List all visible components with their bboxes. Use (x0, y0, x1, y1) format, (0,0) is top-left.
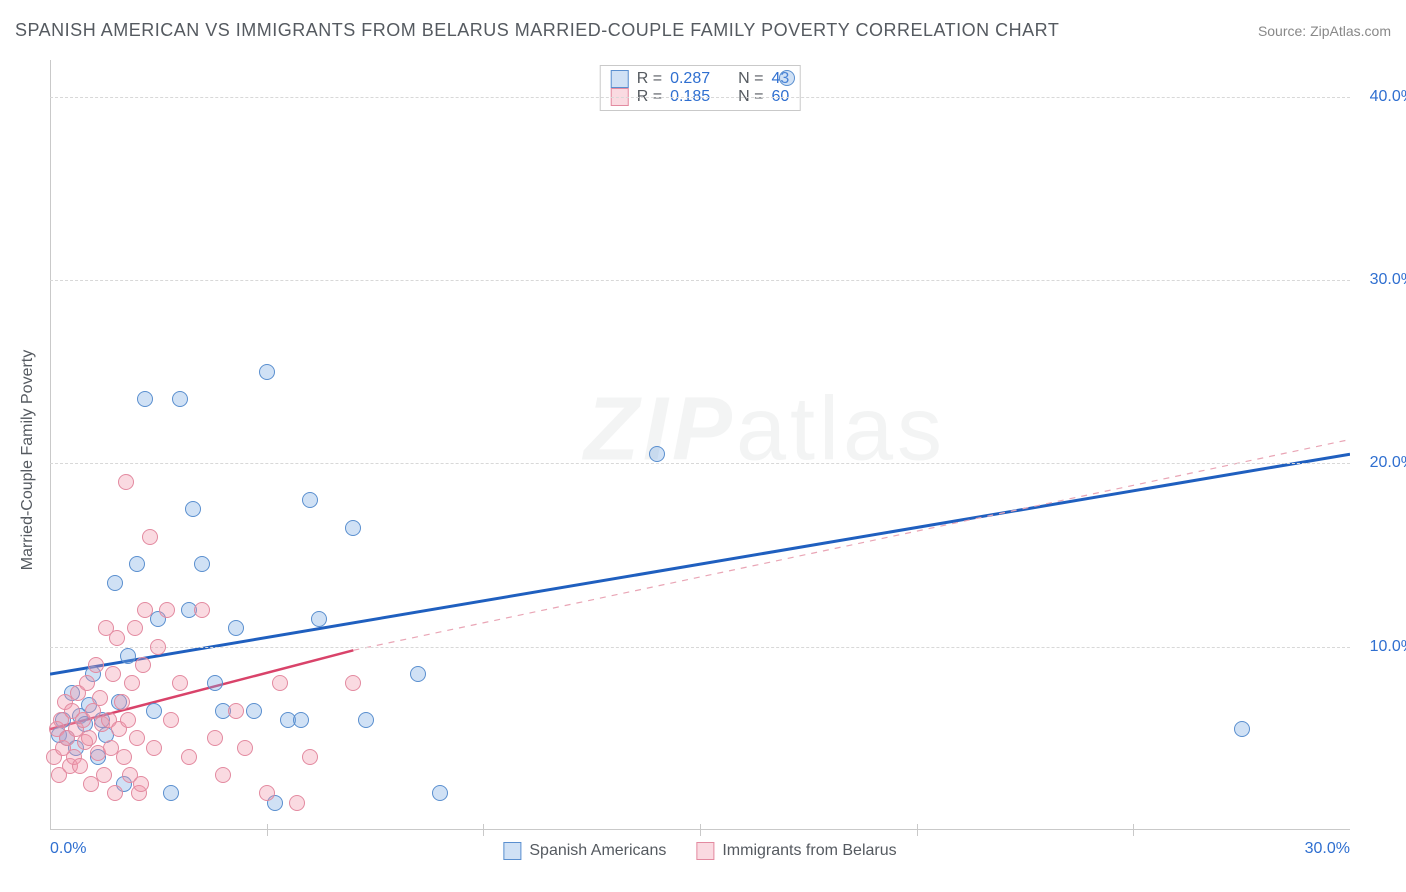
stats-legend: R =0.287N =43R =0.185N =60 (600, 65, 801, 111)
data-point (302, 492, 318, 508)
data-point (185, 501, 201, 517)
grid-line (50, 463, 1350, 464)
data-point (432, 785, 448, 801)
plot-area: ZIPatlas R =0.287N =43R =0.185N =60 Span… (50, 60, 1350, 830)
data-point (207, 675, 223, 691)
data-point (1234, 721, 1250, 737)
data-point (311, 611, 327, 627)
data-point (118, 474, 134, 490)
stats-legend-row: R =0.287N =43 (611, 70, 790, 88)
data-point (237, 740, 253, 756)
data-point (129, 730, 145, 746)
data-point (207, 730, 223, 746)
stat-n-label: N = (738, 70, 763, 88)
x-tick-label: 0.0% (50, 840, 86, 858)
data-point (649, 446, 665, 462)
data-point (215, 767, 231, 783)
legend-item: Immigrants from Belarus (696, 842, 896, 860)
grid-line (50, 647, 1350, 648)
y-tick-label: 40.0% (1370, 88, 1406, 106)
data-point (72, 758, 88, 774)
stat-r-label: R = (637, 70, 662, 88)
x-tick-mark (483, 824, 484, 836)
y-tick-label: 10.0% (1370, 638, 1406, 656)
data-point (259, 785, 275, 801)
data-point (159, 602, 175, 618)
stat-r-value: 0.287 (670, 70, 710, 88)
data-point (228, 620, 244, 636)
data-point (96, 767, 112, 783)
data-point (150, 639, 166, 655)
data-point (124, 675, 140, 691)
data-point (107, 785, 123, 801)
header-row: SPANISH AMERICAN VS IMMIGRANTS FROM BELA… (15, 20, 1391, 41)
data-point (779, 70, 795, 86)
data-point (272, 675, 288, 691)
data-point (146, 703, 162, 719)
data-point (88, 657, 104, 673)
data-point (146, 740, 162, 756)
data-point (137, 391, 153, 407)
y-tick-label: 20.0% (1370, 454, 1406, 472)
grid-line (50, 280, 1350, 281)
data-point (127, 620, 143, 636)
legend-swatch (611, 70, 629, 88)
data-point (135, 657, 151, 673)
data-point (114, 694, 130, 710)
trend-line (50, 454, 1350, 674)
grid-line (50, 97, 1350, 98)
watermark: ZIPatlas (584, 378, 946, 481)
x-tick-mark (700, 824, 701, 836)
data-point (194, 556, 210, 572)
data-point (345, 675, 361, 691)
data-point (137, 602, 153, 618)
trend-lines-layer (50, 60, 1350, 830)
data-point (163, 785, 179, 801)
data-point (358, 712, 374, 728)
series-legend: Spanish Americans Immigrants from Belarus (503, 842, 896, 860)
source-label: Source: ZipAtlas.com (1258, 23, 1391, 39)
data-point (81, 730, 97, 746)
data-point (246, 703, 262, 719)
data-point (105, 666, 121, 682)
legend-swatch (503, 842, 521, 860)
x-tick-mark (1133, 824, 1134, 836)
data-point (172, 675, 188, 691)
y-axis-line (50, 60, 51, 830)
x-tick-label: 30.0% (1305, 840, 1350, 858)
legend-item: Spanish Americans (503, 842, 666, 860)
data-point (92, 690, 108, 706)
data-point (120, 648, 136, 664)
y-tick-label: 30.0% (1370, 271, 1406, 289)
data-point (293, 712, 309, 728)
data-point (345, 520, 361, 536)
data-point (109, 630, 125, 646)
x-tick-mark (917, 824, 918, 836)
data-point (228, 703, 244, 719)
data-point (107, 575, 123, 591)
data-point (181, 749, 197, 765)
data-point (163, 712, 179, 728)
x-tick-mark (267, 824, 268, 836)
data-point (133, 776, 149, 792)
data-point (172, 391, 188, 407)
trend-line (353, 440, 1350, 651)
data-point (116, 749, 132, 765)
data-point (79, 675, 95, 691)
data-point (142, 529, 158, 545)
data-point (289, 795, 305, 811)
legend-label: Immigrants from Belarus (722, 842, 896, 860)
data-point (194, 602, 210, 618)
data-point (129, 556, 145, 572)
data-point (410, 666, 426, 682)
data-point (302, 749, 318, 765)
chart-container: SPANISH AMERICAN VS IMMIGRANTS FROM BELA… (0, 0, 1406, 892)
legend-label: Spanish Americans (529, 842, 666, 860)
data-point (120, 712, 136, 728)
y-axis-label: Married-Couple Family Poverty (19, 350, 37, 571)
chart-title: SPANISH AMERICAN VS IMMIGRANTS FROM BELA… (15, 20, 1059, 41)
legend-swatch (696, 842, 714, 860)
data-point (259, 364, 275, 380)
